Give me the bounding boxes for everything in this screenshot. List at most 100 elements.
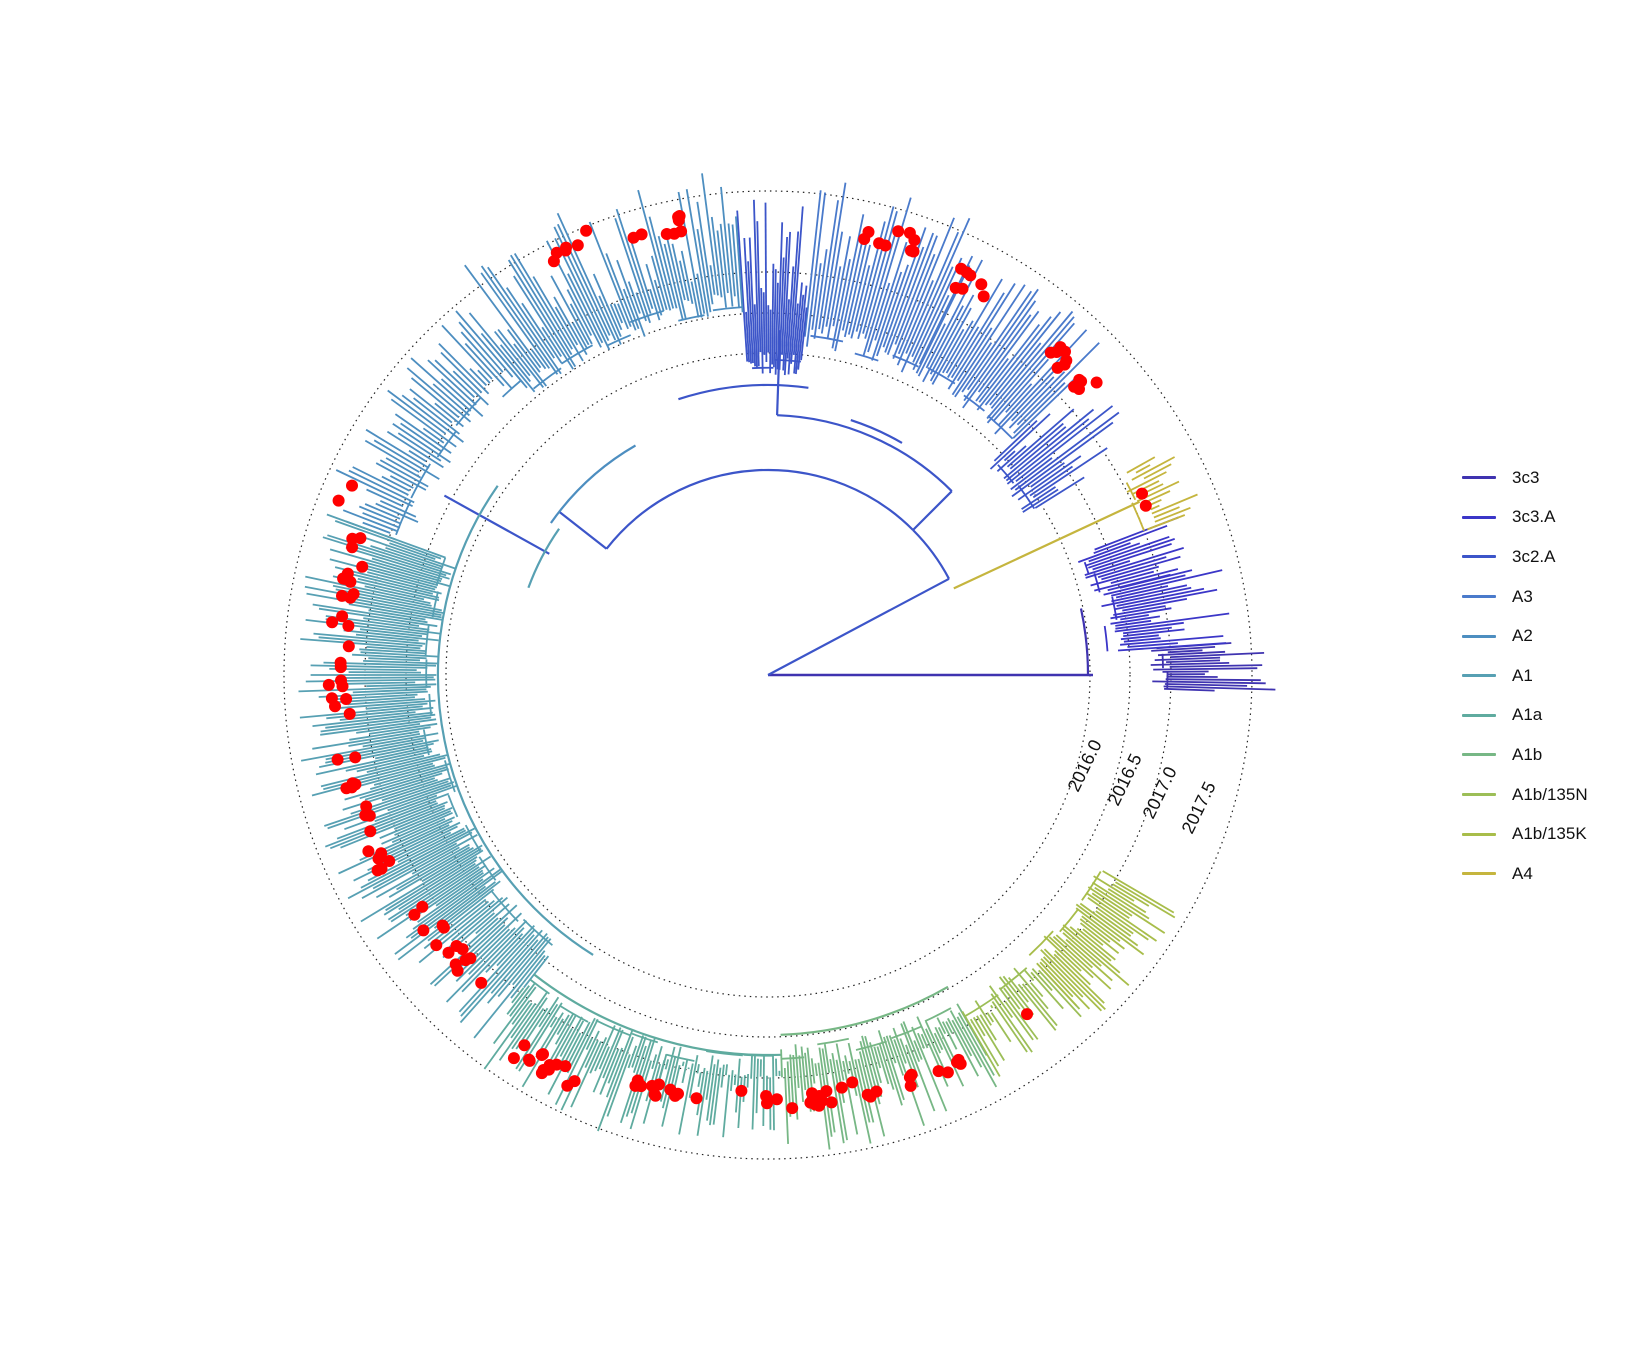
- branch-line: [934, 1026, 965, 1087]
- branch-line: [979, 1014, 997, 1041]
- branch-line: [342, 778, 438, 811]
- branch-line: [1150, 504, 1160, 511]
- branch-line: [372, 842, 458, 890]
- branch-line: [298, 685, 431, 693]
- highlight-marker: [580, 224, 593, 237]
- branch-line: [605, 1030, 634, 1098]
- branch-line: [510, 254, 573, 356]
- branch-line: [1092, 543, 1172, 571]
- branch-line: [1123, 628, 1185, 637]
- branch-line: [497, 328, 545, 388]
- branch-line: [312, 603, 428, 624]
- branch-line: [1084, 560, 1131, 576]
- branch-line: [709, 265, 716, 295]
- branch-line: [719, 223, 729, 294]
- branch-line: [1043, 948, 1106, 1011]
- branch-line: [986, 322, 1075, 424]
- branch-line: [417, 867, 495, 923]
- branch-line: [1095, 910, 1132, 937]
- branch-line: [900, 217, 971, 373]
- branch-line: [352, 653, 427, 660]
- branch-line: [324, 781, 455, 827]
- branch-line: [607, 1047, 624, 1084]
- branch-line: [344, 794, 438, 831]
- branch-line: [929, 294, 975, 375]
- highlight-marker: [560, 241, 572, 254]
- branch-line: [360, 847, 482, 923]
- branch-line: [421, 844, 483, 883]
- legend-swatch: [1462, 634, 1496, 638]
- branch-line: [1052, 935, 1112, 990]
- branch-line: [490, 939, 539, 994]
- branch-line: [843, 231, 870, 338]
- branch-line: [410, 377, 460, 419]
- branch-line: [1039, 961, 1074, 998]
- branch-line: [326, 706, 434, 720]
- branch-line: [832, 236, 851, 327]
- branch-line: [1024, 969, 1035, 982]
- branch-line: [1167, 649, 1203, 654]
- branch-line: [813, 249, 828, 339]
- branch-arc: [777, 414, 953, 492]
- branch-arc: [527, 528, 561, 589]
- branch-line: [515, 1003, 559, 1070]
- branch-line: [605, 253, 637, 331]
- highlight-marker: [417, 924, 430, 937]
- branch-line: [1153, 667, 1258, 671]
- highlight-marker: [518, 1039, 531, 1052]
- branch-line: [1005, 408, 1095, 482]
- branch-line: [622, 288, 640, 330]
- legend: 3c3 3c3.A 3c2.A A3 A2 A1 A1a A1b A1b/135N A1b/135…: [1462, 458, 1622, 894]
- branch-line: [473, 950, 546, 1039]
- highlight-marker: [956, 282, 969, 295]
- branch-line: [1010, 457, 1053, 491]
- branch-line: [598, 1046, 610, 1070]
- branch-line: [972, 1016, 986, 1037]
- branch-line: [1151, 646, 1216, 652]
- branch-line: [680, 250, 694, 304]
- branch-line: [485, 933, 524, 973]
- branch-arc: [428, 693, 433, 716]
- branch-line: [422, 427, 445, 444]
- branch-line: [1087, 886, 1133, 917]
- legend-label: 3c3.A: [1512, 507, 1556, 527]
- branch-line: [735, 216, 744, 313]
- branch-line: [957, 1012, 995, 1076]
- branch-line: [556, 212, 617, 341]
- branch-line: [609, 303, 623, 331]
- branch-line: [736, 210, 749, 362]
- branch-line: [348, 671, 422, 674]
- highlight-marker: [375, 862, 388, 875]
- branch-line: [945, 1021, 954, 1034]
- branch-line: [627, 281, 641, 314]
- branch-line: [1076, 927, 1116, 961]
- branch-line: [394, 413, 452, 454]
- highlight-marker: [360, 800, 373, 813]
- branch-line: [793, 282, 803, 374]
- legend-label: A1: [1512, 665, 1533, 685]
- branch-line: [937, 1027, 957, 1062]
- branch-line: [925, 1028, 945, 1069]
- branch-line: [334, 520, 442, 560]
- branch-line: [468, 312, 536, 393]
- branch-line: [363, 660, 438, 665]
- branch-line: [797, 285, 808, 370]
- legend-item: 3c2.A: [1462, 537, 1622, 577]
- legend-label: A1b/135K: [1512, 824, 1587, 844]
- legend-swatch: [1462, 832, 1496, 836]
- branch-line: [977, 310, 1040, 393]
- legend-swatch: [1462, 555, 1496, 559]
- branch-line: [1090, 565, 1160, 587]
- branch-line: [630, 1038, 656, 1114]
- branch-line: [1110, 570, 1155, 584]
- highlight-marker: [349, 751, 362, 764]
- branch-line: [941, 1021, 958, 1050]
- branch-line: [783, 299, 790, 376]
- branch-line: [1120, 614, 1149, 621]
- branch-line: [312, 730, 420, 750]
- branch-line: [857, 206, 895, 340]
- branch-line: [811, 263, 822, 330]
- highlight-marker: [941, 1066, 954, 1079]
- highlight-marker: [356, 560, 369, 573]
- branch-line: [725, 1064, 728, 1076]
